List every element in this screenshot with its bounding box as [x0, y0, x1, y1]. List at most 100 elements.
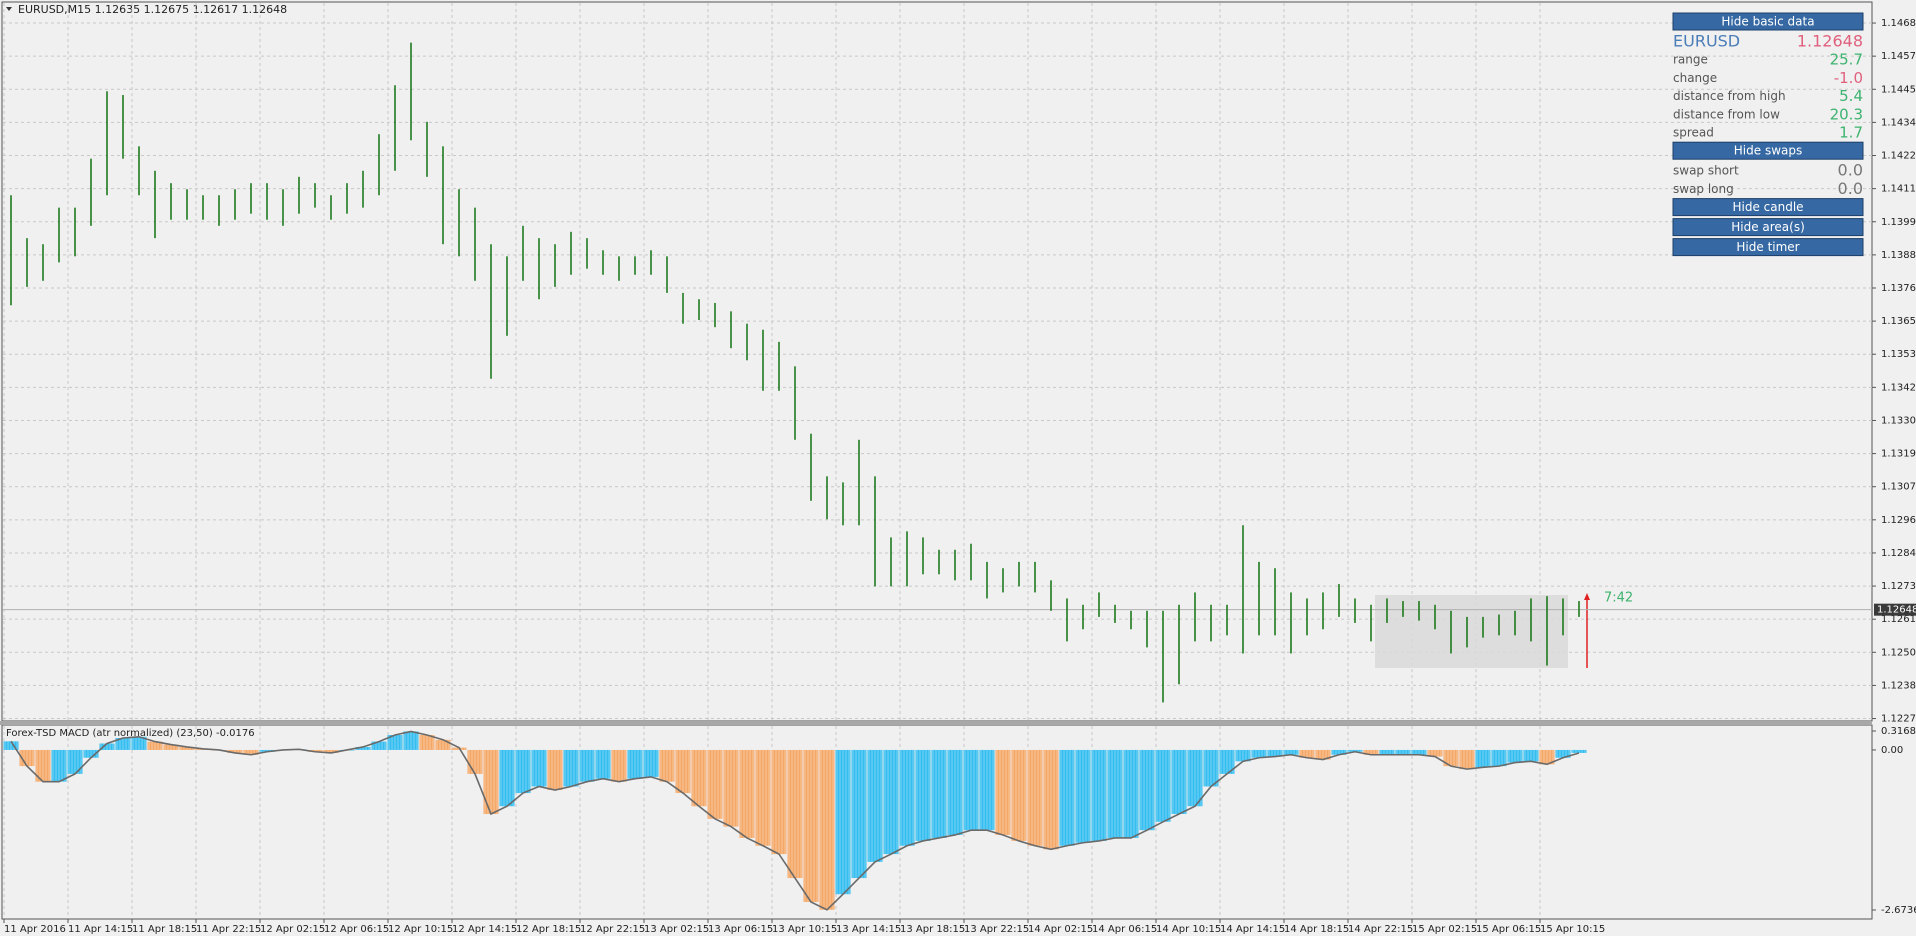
y-tick-label: 1.13765 — [1881, 283, 1916, 294]
macd-bar — [179, 746, 195, 750]
x-tick-label: 13 Apr 06:15 — [708, 924, 773, 935]
y-tick-label: 1.12615 — [1881, 614, 1916, 625]
panel-value: 0.0 — [1838, 179, 1863, 198]
y-tick-label: 1.13535 — [1881, 349, 1916, 360]
macd-bar — [659, 749, 675, 782]
macd-bar — [131, 736, 147, 750]
y-tick-label: 1.12500 — [1881, 647, 1916, 658]
macd-bar — [771, 749, 787, 855]
y-tick-label: 1.12730 — [1881, 581, 1916, 592]
macd-bar — [579, 749, 595, 782]
y-tick-label: 0.3168 — [1881, 726, 1916, 737]
panel-button-label[interactable]: Hide area(s) — [1731, 220, 1805, 234]
panel-value: 1.7 — [1839, 124, 1863, 142]
panel-value: 20.3 — [1830, 105, 1863, 123]
x-tick-label: 12 Apr 10:15 — [388, 924, 453, 935]
macd-bar — [1299, 749, 1315, 758]
panel-button[interactable] — [1672, 238, 1864, 257]
macd-bar — [931, 749, 947, 838]
x-tick-label: 12 Apr 14:15 — [452, 924, 517, 935]
panel-button[interactable] — [1672, 218, 1864, 237]
macd-bar — [819, 749, 835, 910]
macd-bar — [643, 749, 659, 777]
panel-button-label[interactable]: Hide swaps — [1734, 144, 1802, 158]
macd-bar — [547, 749, 563, 791]
macd-bar — [1475, 749, 1491, 768]
macd-bar — [259, 749, 275, 752]
panel-button[interactable] — [1672, 141, 1864, 160]
macd-bar — [1267, 749, 1283, 757]
x-tick-label: 13 Apr 22:15 — [964, 924, 1029, 935]
macd-bar — [1331, 749, 1347, 755]
macd-bar — [243, 749, 259, 755]
panel-label: distance from high — [1673, 89, 1786, 103]
macd-bar — [1427, 749, 1443, 757]
macd-bar — [51, 749, 67, 782]
macd-bar — [1091, 749, 1107, 841]
macd-bar — [1171, 749, 1187, 815]
y-tick-label: 1.14340 — [1881, 117, 1916, 128]
macd-bar — [1075, 749, 1091, 843]
panel-button-label[interactable]: Hide candle — [1732, 200, 1803, 214]
macd-bar — [851, 749, 867, 879]
macd-bar — [403, 731, 419, 750]
x-tick-label: 15 Apr 02:15 — [1412, 924, 1477, 935]
x-tick-label: 14 Apr 14:15 — [1220, 924, 1285, 935]
panel-label: swap short — [1673, 164, 1739, 178]
macd-bar — [147, 741, 163, 750]
panel-label: distance from low — [1673, 107, 1780, 121]
last-price-label: 1.12648 — [1877, 605, 1916, 616]
macd-bar — [883, 749, 899, 855]
macd-bar — [595, 749, 611, 779]
macd-bar — [1523, 749, 1539, 762]
panel-button[interactable] — [1672, 12, 1864, 31]
macd-bar — [1571, 749, 1587, 753]
x-tick-label: 14 Apr 22:15 — [1348, 924, 1413, 935]
pane-separator — [0, 721, 1872, 725]
panel-button-label[interactable]: Hide timer — [1736, 240, 1799, 254]
macd-bar — [67, 749, 83, 774]
panel-button-label[interactable]: Hide basic data — [1721, 15, 1814, 29]
macd-bar — [611, 749, 627, 782]
macd-bar — [419, 734, 435, 750]
macd-line — [10, 730, 1580, 911]
macd-bar — [1459, 749, 1475, 770]
x-tick-label: 13 Apr 02:15 — [644, 924, 709, 935]
y-tick-label: 1.13190 — [1881, 449, 1916, 460]
y-tick-label: 1.14110 — [1881, 184, 1916, 195]
y-tick-label: 1.12845 — [1881, 548, 1916, 559]
panel-value: 5.4 — [1839, 87, 1863, 105]
macd-bar — [1203, 749, 1219, 787]
macd-bar — [995, 749, 1011, 835]
x-tick-label: 11 Apr 14:15 — [68, 924, 133, 935]
x-tick-label: 11 Apr 22:15 — [196, 924, 261, 935]
x-tick-label: 15 Apr 06:15 — [1476, 924, 1541, 935]
macd-bar — [755, 749, 771, 846]
macd-bar — [435, 739, 451, 750]
macd-bar — [1139, 749, 1155, 831]
panel-button[interactable] — [1672, 198, 1864, 217]
macd-bar — [1059, 749, 1075, 846]
y-tick-label: 1.12270 — [1881, 714, 1916, 725]
y-tick-label: 1.13305 — [1881, 415, 1916, 426]
y-tick-label: 1.14685 — [1881, 18, 1916, 29]
y-tick-label: 1.14225 — [1881, 151, 1916, 162]
macd-bar — [563, 749, 579, 787]
macd-bar — [515, 749, 531, 794]
indicator-title: Forex-TSD MACD (atr normalized) (23,50) … — [6, 728, 255, 739]
panel-label: change — [1673, 71, 1717, 85]
macd-bar — [835, 749, 851, 895]
macd-bar — [1107, 749, 1123, 838]
macd-bar — [675, 749, 691, 794]
panel-label: range — [1673, 53, 1708, 67]
x-tick-label: 13 Apr 14:15 — [836, 924, 901, 935]
macd-bar — [1539, 749, 1555, 765]
macd-bar — [1043, 749, 1059, 850]
x-tick-label: 12 Apr 06:15 — [324, 924, 389, 935]
x-tick-label: 12 Apr 22:15 — [580, 924, 645, 935]
macd-bar — [947, 749, 963, 835]
macd-bar — [371, 741, 387, 750]
timer-arrow-head — [1584, 593, 1590, 600]
macd-bar — [1379, 749, 1395, 755]
panel-label: spread — [1673, 126, 1714, 140]
